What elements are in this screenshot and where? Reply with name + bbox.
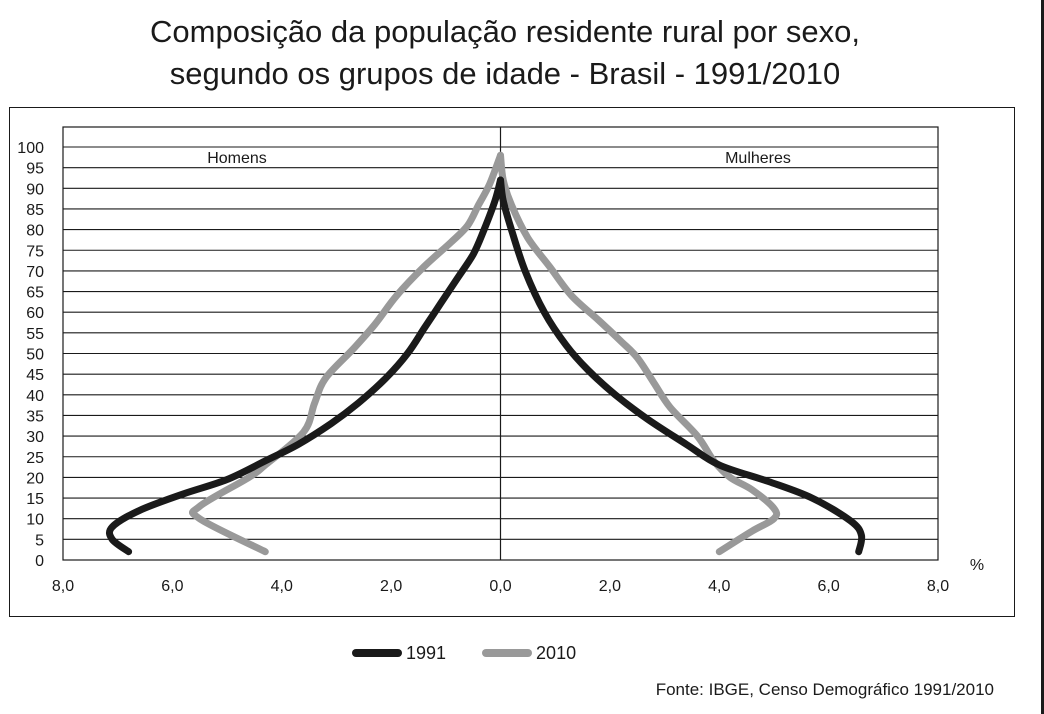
y-tick-label-25: 25 (26, 450, 44, 467)
x-tick-label-8: 8,0 (927, 578, 949, 595)
y-tick-label-35: 35 (26, 408, 44, 425)
legend-item-1991: 1991 (352, 643, 446, 664)
y-tick-label-0: 0 (35, 553, 44, 570)
y-tick-label-40: 40 (26, 388, 44, 405)
x-tick-label-3: 2,0 (380, 578, 402, 595)
series-1991-homens-line (106, 176, 504, 556)
y-tick-label-85: 85 (26, 202, 44, 219)
x-tick-label-2: 4,0 (271, 578, 293, 595)
y-tick-label-30: 30 (26, 429, 44, 446)
legend-swatch-1991 (352, 649, 402, 657)
x-tick-label-4: 0,0 (489, 578, 511, 595)
panel-label-mulheres: Mulheres (725, 150, 791, 167)
y-tick-label-45: 45 (26, 367, 44, 384)
legend-item-2010: 2010 (482, 643, 576, 664)
y-tick-label-10: 10 (26, 512, 44, 529)
series-2010-homens-line (189, 151, 504, 556)
legend: 1991 2010 (352, 641, 612, 665)
series-1991-mulheres-line (497, 176, 866, 556)
unit-label: % (970, 557, 984, 574)
x-tick-label-6: 4,0 (708, 578, 730, 595)
chart-frame (9, 107, 1015, 617)
y-tick-label-70: 70 (26, 264, 44, 281)
legend-label-2010: 2010 (536, 642, 577, 663)
y-tick-label-50: 50 (26, 347, 44, 364)
y-tick-label-100: 100 (17, 140, 44, 157)
x-tick-label-1: 6,0 (161, 578, 183, 595)
y-tick-label-90: 90 (26, 181, 44, 198)
source-note: Fonte: IBGE, Censo Demográfico 1991/2010 (655, 680, 994, 699)
y-tick-label-20: 20 (26, 470, 44, 487)
y-tick-label-95: 95 (26, 161, 44, 178)
x-tick-label-0: 8,0 (52, 578, 74, 595)
page-right-border (1041, 0, 1044, 714)
y-tick-label-60: 60 (26, 305, 44, 322)
y-tick-label-55: 55 (26, 326, 44, 343)
y-tick-label-5: 5 (35, 532, 44, 549)
legend-swatch-2010 (482, 649, 533, 657)
y-tick-label-65: 65 (26, 285, 44, 302)
y-tick-label-15: 15 (26, 491, 44, 508)
x-tick-label-5: 2,0 (599, 578, 621, 595)
chart-title-line-1: Composição da população residente rural … (150, 14, 860, 49)
y-tick-label-80: 80 (26, 223, 44, 240)
y-tick-label-75: 75 (26, 243, 44, 260)
x-tick-label-7: 6,0 (818, 578, 840, 595)
panel-label-homens: Homens (207, 150, 267, 167)
chart-title-line-2: segundo os grupos de idade - Brasil - 19… (169, 56, 841, 91)
legend-label-1991: 1991 (406, 642, 447, 663)
series-2010-mulheres-line (497, 151, 781, 556)
